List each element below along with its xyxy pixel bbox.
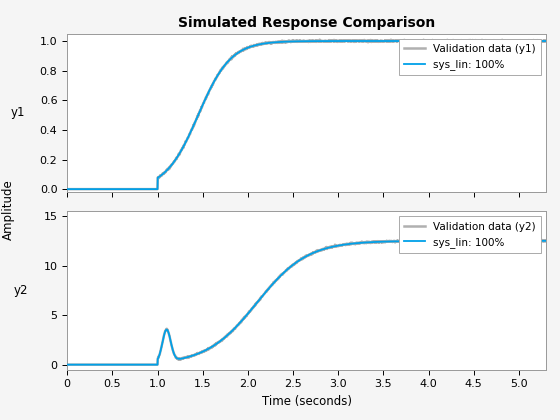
- Validation data (y1): [529, 38, 536, 43]
- Validation data (y1): [441, 38, 448, 43]
- sys_lin: 100%: (0.27, 0): 100%: (0.27, 0): [88, 186, 95, 192]
- sys_lin: 100%: (0, 0): 100%: (0, 0): [64, 362, 71, 367]
- Validation data (y2): [297, 257, 304, 262]
- sys_lin: 100%: (0.27, 0): 100%: (0.27, 0): [88, 362, 95, 367]
- Line: sys_lin: 100%: sys_lin: 100%: [67, 41, 546, 189]
- Validation data (y2): [64, 362, 71, 367]
- sys_lin: 100%: (5.14, 1): 100%: (5.14, 1): [529, 39, 535, 44]
- Legend: Validation data (y1), sys_lin: 100%: Validation data (y1), sys_lin: 100%: [399, 39, 541, 75]
- Line: Validation data (y2): Validation data (y2): [67, 240, 546, 365]
- Legend: Validation data (y2), sys_lin: 100%: Validation data (y2), sys_lin: 100%: [399, 216, 541, 253]
- Validation data (y1): [284, 39, 291, 44]
- Validation data (y2): [529, 239, 535, 244]
- sys_lin: 100%: (2.58, 0.998): 100%: (2.58, 0.998): [297, 39, 304, 44]
- Y-axis label: y2: y2: [14, 284, 29, 297]
- Validation data (y1): [88, 186, 95, 192]
- Validation data (y2): [410, 237, 417, 242]
- sys_lin: 100%: (5.15, 1): 100%: (5.15, 1): [529, 39, 535, 44]
- Validation data (y2): [441, 239, 448, 244]
- sys_lin: 100%: (4.17, 12.5): 100%: (4.17, 12.5): [441, 239, 447, 244]
- Text: Amplitude: Amplitude: [2, 180, 15, 240]
- Validation data (y1): [543, 39, 549, 44]
- sys_lin: 100%: (2.58, 10.6): 100%: (2.58, 10.6): [297, 257, 304, 262]
- Y-axis label: y1: y1: [10, 106, 25, 119]
- sys_lin: 100%: (2.44, 9.61): 100%: (2.44, 9.61): [284, 267, 291, 272]
- sys_lin: 100%: (4.17, 1): 100%: (4.17, 1): [441, 39, 447, 44]
- sys_lin: 100%: (5.15, 12.5): 100%: (5.15, 12.5): [529, 238, 535, 243]
- Validation data (y1): [297, 39, 304, 44]
- sys_lin: 100%: (5.14, 12.5): 100%: (5.14, 12.5): [529, 238, 535, 243]
- sys_lin: 100%: (5.3, 1): 100%: (5.3, 1): [543, 39, 549, 44]
- Validation data (y1): [316, 37, 323, 42]
- Validation data (y2): [284, 266, 291, 271]
- Validation data (y2): [529, 238, 536, 243]
- Validation data (y1): [529, 38, 535, 43]
- Title: Simulated Response Comparison: Simulated Response Comparison: [178, 16, 435, 30]
- Validation data (y1): [64, 186, 71, 192]
- X-axis label: Time (seconds): Time (seconds): [262, 395, 352, 408]
- Validation data (y2): [543, 239, 549, 244]
- Line: sys_lin: 100%: sys_lin: 100%: [67, 241, 546, 365]
- Line: Validation data (y1): Validation data (y1): [67, 39, 546, 189]
- sys_lin: 100%: (2.44, 0.996): 100%: (2.44, 0.996): [284, 39, 291, 44]
- Validation data (y2): [88, 362, 95, 367]
- sys_lin: 100%: (0, 0): 100%: (0, 0): [64, 186, 71, 192]
- sys_lin: 100%: (5.3, 12.5): 100%: (5.3, 12.5): [543, 238, 549, 243]
